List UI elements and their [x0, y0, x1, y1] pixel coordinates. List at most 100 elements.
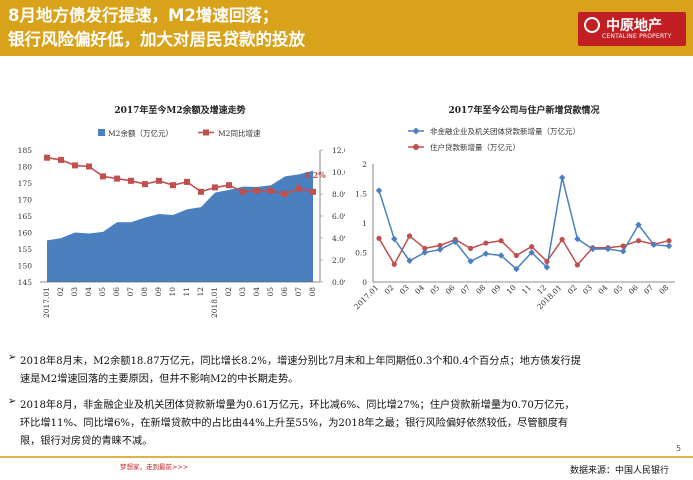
legend-label: 非金融企业及机关团体贷款新增量（万亿元）	[430, 126, 580, 136]
x-tick-label: 04	[596, 283, 609, 296]
footer-slogan: 梦想家，走到最前>>>	[120, 463, 189, 471]
x-tick-label: 07	[126, 287, 135, 297]
m2-growth-point	[170, 182, 176, 189]
bullet-text: 限，银行对房贷的青睐不减。	[20, 436, 153, 447]
household-loans-point	[498, 238, 504, 244]
household-loans-point	[529, 244, 535, 250]
x-tick-label: 02	[56, 287, 65, 297]
corp-loans-point	[391, 235, 398, 243]
m2-growth-point	[226, 182, 232, 189]
x-tick-label: 02	[383, 283, 396, 296]
y-right-tick: 8.0%	[332, 190, 345, 199]
legend-marker-corp	[412, 127, 420, 135]
y-left-tick: 150	[18, 262, 33, 271]
m2-growth-point	[72, 162, 78, 169]
data-source: 数据来源：中国人民银行	[570, 466, 670, 476]
m2-chart: 2017年至今M2余额及增速走势 M2余额（万亿元） M2同比增速 145 150 155…	[18, 104, 345, 318]
x-tick-label: 07	[642, 283, 655, 296]
y-tick-label: 1	[362, 219, 367, 228]
corp-loans-point	[620, 248, 627, 255]
household-loans-point	[620, 243, 626, 249]
y-right-tick: 2.0%	[332, 256, 345, 265]
corp-loans-point	[482, 250, 490, 257]
x-tick-label: 09	[489, 283, 502, 296]
y-right-tick: 10.0%	[332, 168, 345, 177]
household-loans-point	[422, 245, 428, 251]
x-tick-label: 02	[566, 283, 579, 296]
m2-growth-point	[58, 156, 64, 163]
corp-loans-point	[604, 245, 612, 253]
m2-growth-point	[268, 187, 274, 194]
corp-loans-point	[421, 249, 428, 256]
household-loans-point	[483, 240, 489, 246]
corp-loans-point	[665, 242, 673, 250]
y-tick-label: 2	[362, 160, 367, 169]
y-right-tick: 4.0%	[332, 234, 345, 243]
household-loans-point	[376, 235, 382, 241]
logo-text: 中原地产	[606, 18, 662, 34]
m2-growth-point	[128, 177, 134, 184]
m2-growth-point	[310, 188, 316, 195]
x-tick-label: 06	[112, 287, 121, 297]
household-loans-point	[437, 242, 443, 249]
arrow-bullet-icon: ➢	[8, 352, 17, 363]
corp-loans-point	[558, 174, 566, 181]
x-tick-label: 06	[444, 283, 457, 296]
x-tick-label: 10	[505, 283, 518, 296]
x-tick-label: 05	[98, 287, 107, 297]
bullet-text: 环比增11%、同比增6%，在新增贷款中的占比由44%上升至55%，为2018年之…	[20, 418, 569, 429]
corp-loans-point	[467, 258, 474, 265]
x-tick-label: 07	[294, 287, 303, 297]
x-tick-label: 04	[252, 287, 261, 297]
chart-title: 2017年至今公司与住户新增贷款情况	[448, 104, 599, 116]
x-tick-label: 03	[581, 283, 594, 296]
corp-loans-point	[406, 257, 413, 264]
m2-growth-point	[240, 188, 246, 195]
x-tick-label: 03	[398, 283, 411, 296]
y-left-tick: 155	[18, 245, 33, 254]
y-left-tick: 160	[18, 229, 33, 238]
y-right-tick: 12.0%	[332, 146, 345, 155]
x-tick-label: 2017.01	[42, 287, 51, 318]
corp-loans-point	[528, 249, 535, 256]
x-tick-label: 05	[266, 287, 275, 297]
logo-icon	[584, 17, 600, 33]
x-tick-label: 12	[196, 287, 205, 297]
bullet-text: 2018年8月末，M2余额18.87万亿元，同比增长8.2%，增速分别比7月末和…	[20, 356, 581, 367]
legend-label: M2余额（万亿元）	[108, 128, 173, 138]
y-tick-label: 0.5	[355, 249, 367, 258]
y-left-tick: 170	[18, 196, 33, 205]
x-tick-label: 11	[182, 287, 191, 297]
m2-growth-point	[184, 178, 190, 185]
corp-loans-point	[375, 187, 383, 194]
m2-growth-point	[198, 188, 204, 195]
y-left-tick: 185	[18, 146, 33, 155]
m2-growth-point	[296, 185, 302, 192]
m2-growth-point	[156, 177, 162, 184]
footer-divider	[0, 456, 693, 458]
legend-marker-household	[413, 144, 419, 150]
arrow-bullet-icon: ➢	[8, 396, 17, 407]
chart-title: 2017年至今M2余额及增速走势	[114, 104, 245, 116]
corp-loans-point	[589, 245, 596, 253]
x-tick-label: 09	[154, 287, 163, 297]
y-left-tick: 165	[18, 212, 33, 221]
x-tick-label: 08	[140, 287, 149, 297]
x-tick-label: 04	[84, 287, 93, 297]
y-left-tick: 175	[18, 179, 33, 188]
household-loans-point	[513, 252, 519, 259]
corp-loans-point	[650, 241, 657, 249]
x-tick-label: 02	[224, 287, 233, 297]
m2-growth-point	[44, 154, 50, 161]
x-tick-label: 07	[459, 283, 472, 296]
x-tick-label: 06	[280, 287, 289, 297]
household-loans-point	[391, 261, 397, 267]
x-tick-label: 05	[612, 283, 625, 296]
m2-growth-point	[114, 175, 120, 182]
bullet-text: 速是M2增速回落的主要原因，但并不影响M2的中长期走势。	[20, 374, 299, 385]
y-tick-label: 1.5	[355, 190, 367, 199]
annotation-label: 8.2%	[304, 170, 326, 180]
x-tick-label: 2017.01	[352, 283, 380, 311]
x-tick-label: 2018.01	[210, 287, 219, 318]
